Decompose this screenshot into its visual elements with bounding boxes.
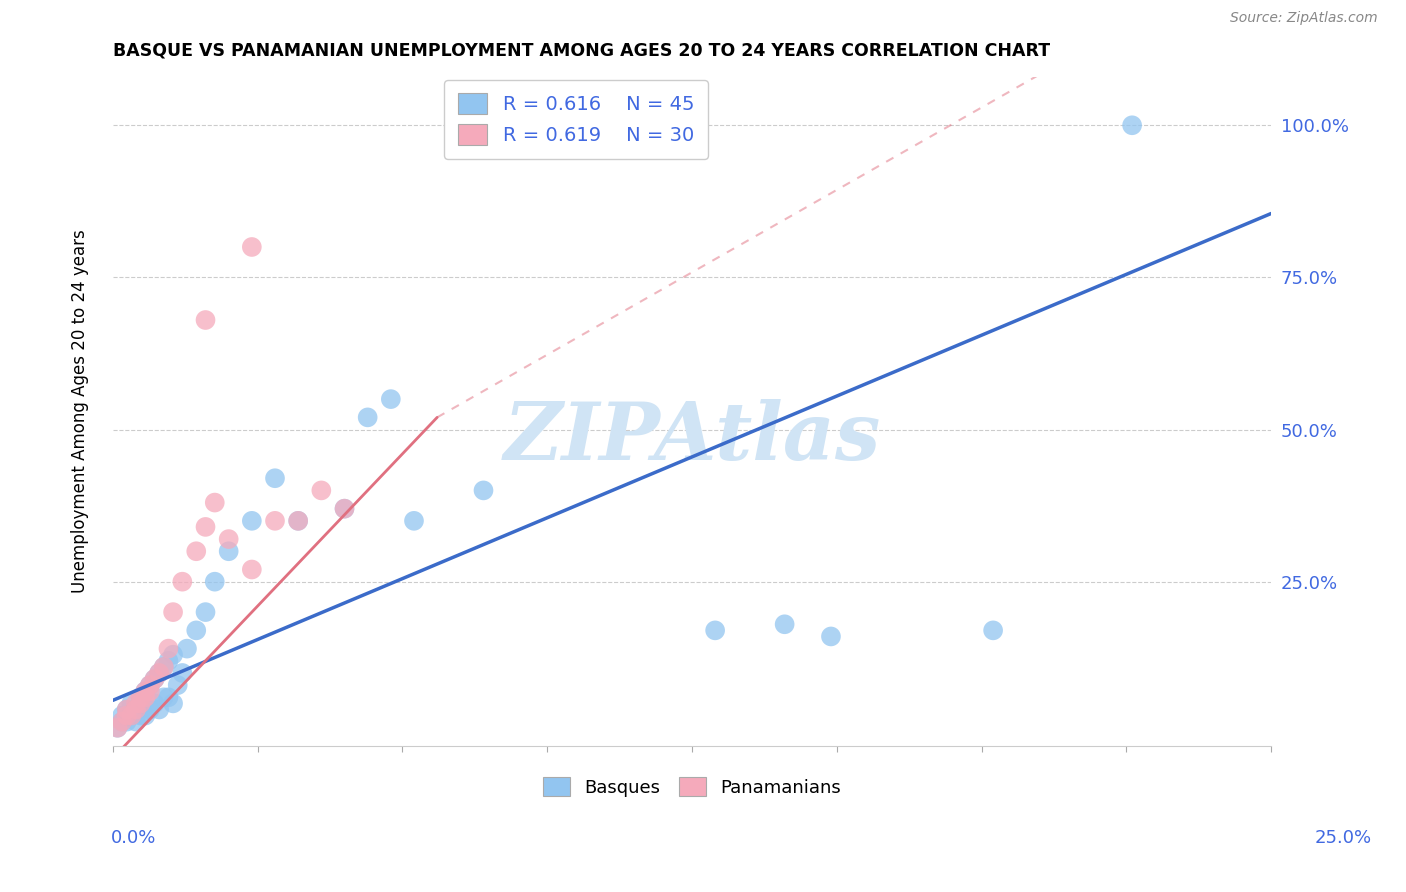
Point [125, 702, 148, 716]
Point [129, 697, 152, 711]
Point [162, 605, 184, 619]
Point [162, 648, 184, 662]
Point [143, 697, 166, 711]
Text: ZIPAtlas: ZIPAtlas [503, 400, 880, 477]
Point [115, 714, 138, 729]
Point [773, 617, 796, 632]
Point [111, 708, 134, 723]
Point [120, 697, 142, 711]
Point [157, 690, 180, 705]
Point [115, 708, 138, 723]
Point [172, 665, 194, 680]
Point [194, 605, 217, 619]
Point [134, 690, 156, 705]
Point [129, 690, 152, 705]
Point [115, 702, 138, 716]
Point [120, 708, 142, 723]
Text: 25.0%: 25.0% [1315, 829, 1371, 847]
Point [134, 684, 156, 698]
Point [333, 501, 356, 516]
Point [153, 690, 176, 705]
Point [287, 514, 309, 528]
Point [115, 702, 138, 716]
Point [143, 672, 166, 686]
Point [107, 721, 129, 735]
Point [111, 714, 134, 729]
Point [107, 721, 129, 735]
Point [148, 665, 170, 680]
Y-axis label: Unemployment Among Ages 20 to 24 years: Unemployment Among Ages 20 to 24 years [72, 229, 89, 593]
Point [287, 514, 309, 528]
Point [143, 672, 166, 686]
Point [125, 714, 148, 729]
Point [380, 392, 402, 406]
Point [120, 708, 142, 723]
Point [311, 483, 333, 498]
Point [139, 678, 162, 692]
Point [264, 471, 287, 485]
Point [204, 495, 226, 509]
Point [134, 684, 156, 698]
Point [472, 483, 495, 498]
Point [204, 574, 226, 589]
Point [125, 702, 148, 716]
Point [166, 678, 188, 692]
Point [162, 697, 184, 711]
Point [134, 708, 156, 723]
Point [194, 313, 217, 327]
Point [1121, 118, 1143, 132]
Point [172, 574, 194, 589]
Point [186, 544, 208, 558]
Point [218, 544, 240, 558]
Point [264, 514, 287, 528]
Point [129, 690, 152, 705]
Point [153, 660, 176, 674]
Point [356, 410, 378, 425]
Point [157, 641, 180, 656]
Point [148, 665, 170, 680]
Text: BASQUE VS PANAMANIAN UNEMPLOYMENT AMONG AGES 20 TO 24 YEARS CORRELATION CHART: BASQUE VS PANAMANIAN UNEMPLOYMENT AMONG … [112, 42, 1050, 60]
Point [704, 624, 727, 638]
Point [129, 708, 152, 723]
Point [218, 532, 240, 546]
Point [176, 641, 198, 656]
Legend: Basques, Panamanians: Basques, Panamanians [536, 770, 848, 804]
Point [139, 684, 162, 698]
Point [153, 660, 176, 674]
Point [240, 514, 263, 528]
Point [820, 630, 842, 644]
Point [402, 514, 425, 528]
Point [139, 702, 162, 716]
Point [186, 624, 208, 638]
Point [240, 562, 263, 576]
Point [333, 501, 356, 516]
Point [240, 240, 263, 254]
Point [125, 697, 148, 711]
Point [148, 702, 170, 716]
Text: Source: ZipAtlas.com: Source: ZipAtlas.com [1230, 12, 1378, 25]
Point [111, 714, 134, 729]
Point [981, 624, 1004, 638]
Point [139, 678, 162, 692]
Text: 0.0%: 0.0% [111, 829, 156, 847]
Point [157, 654, 180, 668]
Point [194, 520, 217, 534]
